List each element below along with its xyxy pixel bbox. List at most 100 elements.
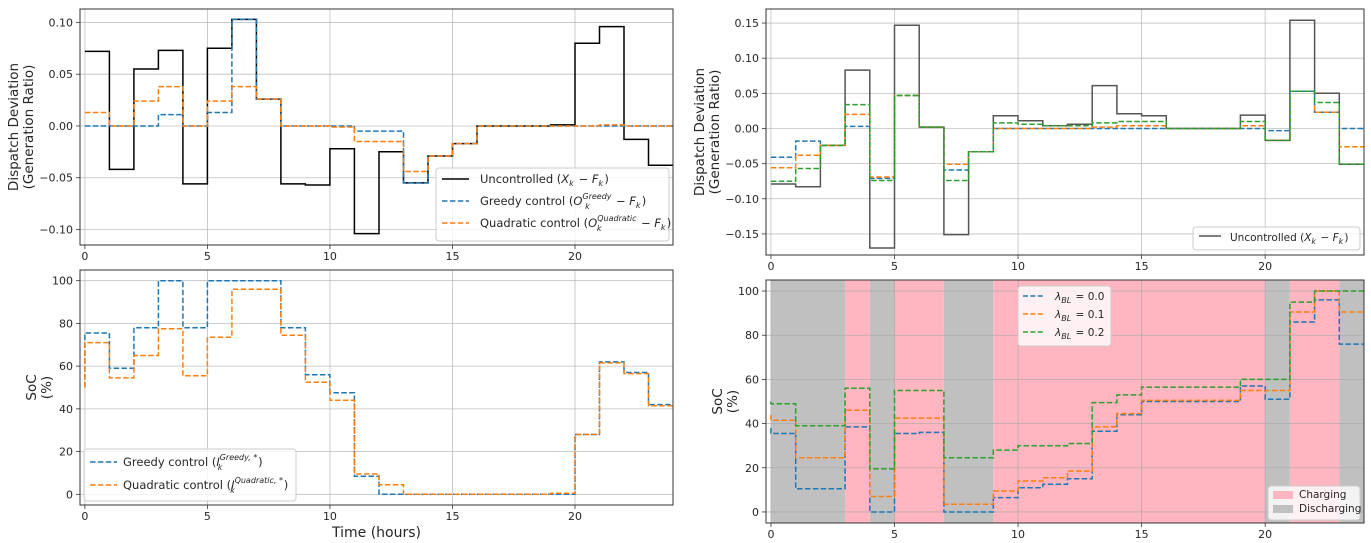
legend-dispatch-right: Uncontrolled (Xk − Fk )	[1192, 226, 1361, 251]
legend-text: )	[258, 455, 263, 469]
legend-symbol: O	[588, 216, 597, 230]
x-tick-label: 15	[445, 510, 459, 523]
x-tick-label: 0	[767, 260, 774, 273]
region-discharging	[869, 280, 895, 523]
legend-symbol: F	[1333, 232, 1340, 244]
y-tick-label: 0.05	[735, 87, 760, 100]
legend-text: Greedy control (	[123, 455, 216, 469]
y-tick-label: 0.10	[49, 16, 74, 29]
series-line-1	[770, 90, 1364, 180]
series-line-2	[770, 90, 1364, 178]
y-tick-label: 80	[59, 317, 73, 330]
series-line-1	[84, 288, 673, 496]
x-tick-label: 10	[323, 250, 337, 263]
legend-label: Greedy control (OGreedy k − Fk )	[480, 192, 646, 211]
series-line-1	[770, 290, 1364, 505]
legend-frame	[1017, 285, 1112, 347]
region-discharging	[770, 280, 846, 523]
legend-text: )	[1344, 232, 1348, 244]
legend-subscript: BL	[1061, 296, 1071, 305]
x-tick-label: 10	[1011, 260, 1025, 273]
legend-subscript: k	[585, 202, 590, 211]
legend-subscript: BL	[1061, 314, 1071, 323]
legend-label: λBL = 0.1	[1054, 309, 1104, 323]
legend-subscript: k	[1339, 237, 1344, 246]
y-tick-label: 60	[745, 373, 759, 386]
region-charging	[894, 280, 944, 523]
legend-superscript: Greedy, *	[220, 453, 258, 462]
legend-symbol: I	[216, 455, 220, 469]
legend-text: = 0.1	[1072, 309, 1104, 321]
dispatch-deviation-right-axes: 0 5 10 15 20 −0.15 −0.10 −0.05 0.00 0.05 0.10 0.15 D…	[692, 8, 1365, 273]
x-tick-label: 0	[81, 510, 88, 523]
region-charging	[1289, 280, 1340, 523]
series-line-0	[770, 299, 1364, 513]
x-tick-label: 0	[81, 250, 88, 263]
legend-subscript: k	[1311, 237, 1316, 246]
legend-label: Quadratic control (IQuadratic, * k )	[123, 476, 288, 495]
legend-frame	[435, 167, 670, 242]
legend-text: −	[637, 216, 654, 230]
legend-superscript: Quadratic	[597, 214, 637, 223]
y-tick-label: −0.05	[725, 158, 759, 171]
legend-symbol: F	[592, 172, 599, 186]
y-axis-label: SoC(%)	[24, 374, 55, 400]
region-discharging	[1265, 280, 1290, 523]
region-charging	[845, 280, 870, 523]
y-tick-label: 0.15	[735, 17, 760, 30]
axes-frame	[79, 269, 674, 506]
axes-frame	[765, 279, 1365, 524]
series-line-0	[770, 19, 1364, 249]
legend-soc-right-regions: Charging Discharging	[1267, 485, 1361, 521]
x-tick-label: 15	[1135, 528, 1149, 541]
series-line-2	[84, 85, 673, 173]
legend-dispatch-left: Uncontrolled (Xk − Fk )Greedy control (O…	[435, 167, 671, 242]
y-tick-label: 80	[745, 329, 759, 342]
legend-text: = 0.2	[1072, 327, 1104, 339]
region-discharging	[943, 280, 994, 523]
legend-subscript: k	[230, 486, 235, 495]
legend-symbol: λ	[1054, 309, 1061, 321]
y-axis-label-line: (Generation Ratio)	[707, 70, 723, 195]
y-tick-label: 0.00	[735, 122, 760, 135]
legend-symbol: F	[654, 216, 661, 230]
axes-frame	[79, 8, 674, 246]
y-axis-label-line: (%)	[725, 390, 741, 413]
x-tick-label: 10	[1011, 528, 1025, 541]
y-tick-label: 0.05	[49, 68, 74, 81]
x-tick-label: 20	[568, 250, 582, 263]
series-line-3	[770, 90, 1364, 182]
legend-text: )	[604, 172, 609, 186]
legend-subscript: k	[599, 179, 604, 188]
y-tick-label: 0.10	[735, 52, 760, 65]
x-tick-label: 5	[204, 250, 211, 263]
y-axis-label-line: (%)	[39, 376, 55, 399]
legend-frame	[1192, 226, 1361, 251]
legend-subscript: k	[597, 224, 602, 233]
y-tick-label: 100	[738, 285, 759, 298]
series-line-2	[770, 290, 1364, 470]
x-tick-label: 20	[568, 510, 582, 523]
y-tick-label: 40	[745, 418, 759, 431]
legend-text: −	[612, 194, 629, 208]
legend-symbol: λ	[1054, 327, 1061, 339]
legend-subscript: k	[661, 223, 666, 232]
y-tick-label: 60	[59, 360, 73, 373]
x-tick-label: 5	[204, 510, 211, 523]
legend-text: )	[284, 478, 289, 492]
legend-text: Quadratic control (	[480, 216, 588, 230]
legend-subscript: k	[218, 463, 223, 472]
legend-label: λBL = 0.0	[1054, 291, 1104, 305]
legend-text: Uncontrolled (	[1230, 232, 1304, 244]
y-axis-label-line: Dispatch Deviation	[6, 63, 22, 191]
y-axis-label-line: SoC	[710, 388, 726, 414]
legend-subscript: k	[636, 201, 641, 210]
y-tick-label: 0	[752, 506, 759, 519]
x-axis-label: Time (hours)	[331, 525, 421, 541]
legend-label: Quadratic control (OQuadratic k − Fk )	[480, 214, 671, 233]
axes-frame	[765, 8, 1365, 256]
x-tick-label: 5	[891, 528, 898, 541]
